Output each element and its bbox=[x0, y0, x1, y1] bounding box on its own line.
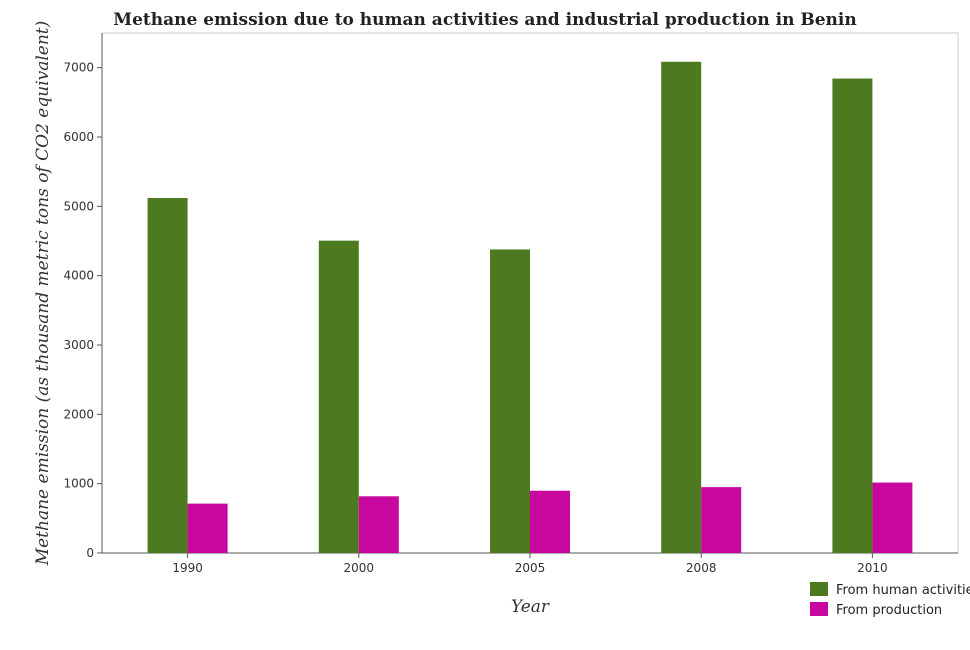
bar-production-2010 bbox=[872, 482, 913, 553]
legend: From human activities From production bbox=[810, 582, 970, 618]
bar-human-activities-2000 bbox=[318, 240, 359, 554]
x-axis-label: Year bbox=[511, 597, 550, 617]
chart-title: Methane emission due to human activities… bbox=[113, 10, 856, 30]
legend-swatch bbox=[810, 602, 828, 616]
y-tick-label: 3000 bbox=[63, 338, 94, 352]
y-tick-label: 6000 bbox=[63, 130, 94, 144]
legend-label: From human activities bbox=[836, 583, 970, 598]
legend-label: From production bbox=[836, 603, 942, 618]
legend-swatch bbox=[810, 582, 828, 596]
bar-human-activities-2008 bbox=[661, 61, 702, 553]
y-axis: 0 1000 2000 3000 4000 5000 6000 7000 bbox=[63, 33, 103, 560]
y-tick-label: 7000 bbox=[63, 61, 94, 75]
bar-production-2005 bbox=[530, 490, 570, 553]
y-tick-label: 0 bbox=[86, 546, 94, 560]
x-tick-label: 2008 bbox=[686, 561, 717, 575]
x-tick-label: 1990 bbox=[172, 561, 203, 575]
y-tick-label: 5000 bbox=[63, 199, 94, 213]
y-tick-label: 4000 bbox=[63, 269, 94, 283]
bar-human-activities-1990 bbox=[147, 198, 188, 553]
y-tick-label: 1000 bbox=[63, 477, 94, 491]
bar-human-activities-2010 bbox=[832, 78, 873, 553]
bar-production-1990 bbox=[187, 503, 228, 553]
y-axis-label: Methane emission (as thousand metric ton… bbox=[33, 21, 53, 567]
x-tick-label: 2010 bbox=[857, 561, 888, 575]
y-tick-label: 2000 bbox=[63, 407, 94, 421]
bars bbox=[147, 61, 913, 554]
x-tick-label: 2000 bbox=[344, 561, 375, 575]
bar-human-activities-2005 bbox=[490, 249, 530, 553]
x-tick-label: 2005 bbox=[515, 561, 546, 575]
bar-production-2008 bbox=[701, 487, 742, 553]
bar-production-2000 bbox=[358, 496, 399, 553]
